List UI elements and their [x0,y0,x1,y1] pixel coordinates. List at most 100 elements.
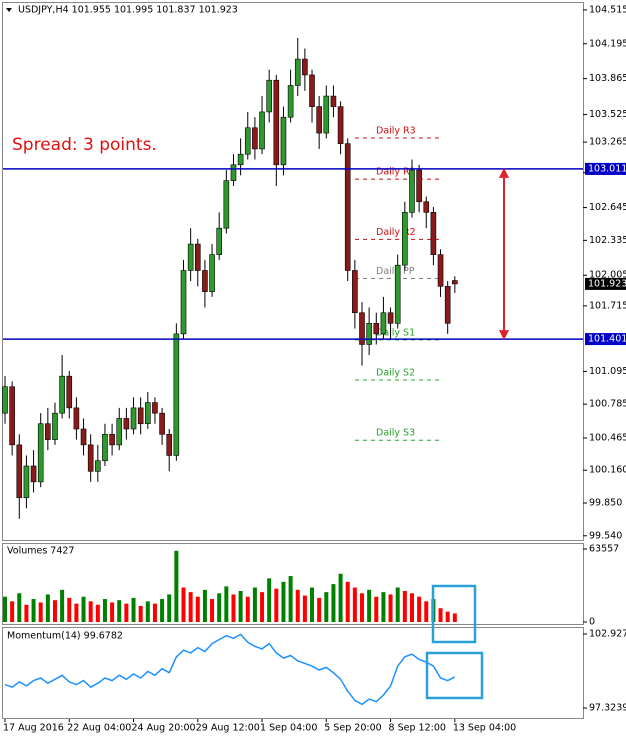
volume-bar [24,604,29,622]
candle-body [80,428,87,446]
price-tag [585,277,626,290]
y-tick-label: 104.515 [589,4,626,15]
volume-bar [310,587,315,622]
volume-bar [302,595,307,622]
candle-body [123,418,130,430]
momentum-title: Momentum(14) 99.6782 [7,631,123,642]
candle-body [152,402,158,414]
candle-body [344,143,351,271]
volume-bar [102,599,107,622]
x-tick-label: 13 Sep 04:00 [453,723,516,734]
candle-body [216,227,222,255]
volume-bar [224,586,229,622]
volume-bar [274,588,279,622]
volume-bar [288,576,293,622]
candle-body [444,286,451,324]
candle-body [95,460,101,472]
candle-body [66,375,73,409]
volume-bar [231,594,236,622]
candle-body [194,243,201,271]
candle-body [452,280,458,285]
volume-bar [174,550,179,622]
candle-body [16,444,23,499]
volume-bar [210,599,215,622]
y-tick-label: 101.095 [589,366,626,377]
candle-body [316,106,322,134]
volume-bar [317,597,322,622]
y-tick-label: 99.850 [589,498,622,509]
candle-body [87,444,94,472]
y-tick-label: 63557 [589,544,619,555]
volume-bar [167,594,172,622]
volume-bar [3,596,7,622]
candle-body [437,254,444,287]
candle-body [323,95,330,134]
candle-body [430,212,437,255]
candle-body [409,169,415,213]
y-tick-label: 100.160 [589,465,626,476]
x-tick-label: 24 Aug 20:00 [132,723,196,734]
pivot-label: Daily R1 [376,167,416,178]
volume-bar [117,600,122,622]
candle-body [387,312,394,324]
candle-body [230,164,237,181]
candle-body [223,180,230,229]
candle-body [173,333,180,456]
level-label: 103.011 [588,163,626,174]
candle-body [159,412,165,435]
volume-bar [202,589,207,622]
volume-bar [60,589,65,622]
y-tick-label: 0 [589,617,595,628]
y-tick-label: 99.540 [589,530,622,541]
candle-body [244,127,251,155]
candle-body [37,423,44,483]
volume-bar [195,596,200,622]
volume-bar [217,593,222,622]
candle-body [52,412,58,440]
menu-triangle[interactable] [6,8,12,12]
volume-bar [52,600,57,622]
candle-body [287,85,294,118]
candle-body [166,434,173,456]
candle-body [202,270,208,292]
y-tick-label: 101.715 [589,300,626,311]
chart-title: USDJPY,H4 101.955 101.995 101.837 101.92… [18,5,238,16]
volume-bar [267,578,272,622]
candle-body [137,407,144,425]
volume-bar [138,605,143,622]
y-tick-label: 97.3239 [589,703,626,714]
candle-body [280,116,287,166]
volume-bar [17,593,22,622]
candle-body [266,79,272,113]
candle-body [23,465,30,499]
y-tick-label: 104.195 [589,38,626,49]
candle-body [237,153,244,166]
y-tick-label: 102.005 [589,270,626,281]
volume-bar [245,596,250,622]
x-tick-label: 17 Aug 2016 [3,723,64,734]
candle-body [209,254,215,292]
candle-body [330,95,337,107]
candle-body [109,434,115,446]
volume-bar [338,573,343,622]
momentum-line [4,633,456,706]
volume-bar [238,590,243,622]
candle-body [352,270,358,314]
volume-bar [388,594,393,622]
candle-body [145,402,151,425]
candle-body [416,169,422,203]
current-price: 101.923 [588,278,626,289]
candle-body [180,270,187,335]
pivot-label: Daily R2 [376,227,416,238]
candle-body [373,323,380,335]
volume-bar [67,597,72,622]
candle-body [73,407,80,430]
momentum-panel [2,627,584,719]
volume-bar [260,592,265,622]
volume-bar [145,601,150,622]
pivot-label: Daily S3 [376,428,415,439]
volume-bar [281,581,286,622]
candle-body [116,418,123,446]
volume-bar [81,596,86,622]
